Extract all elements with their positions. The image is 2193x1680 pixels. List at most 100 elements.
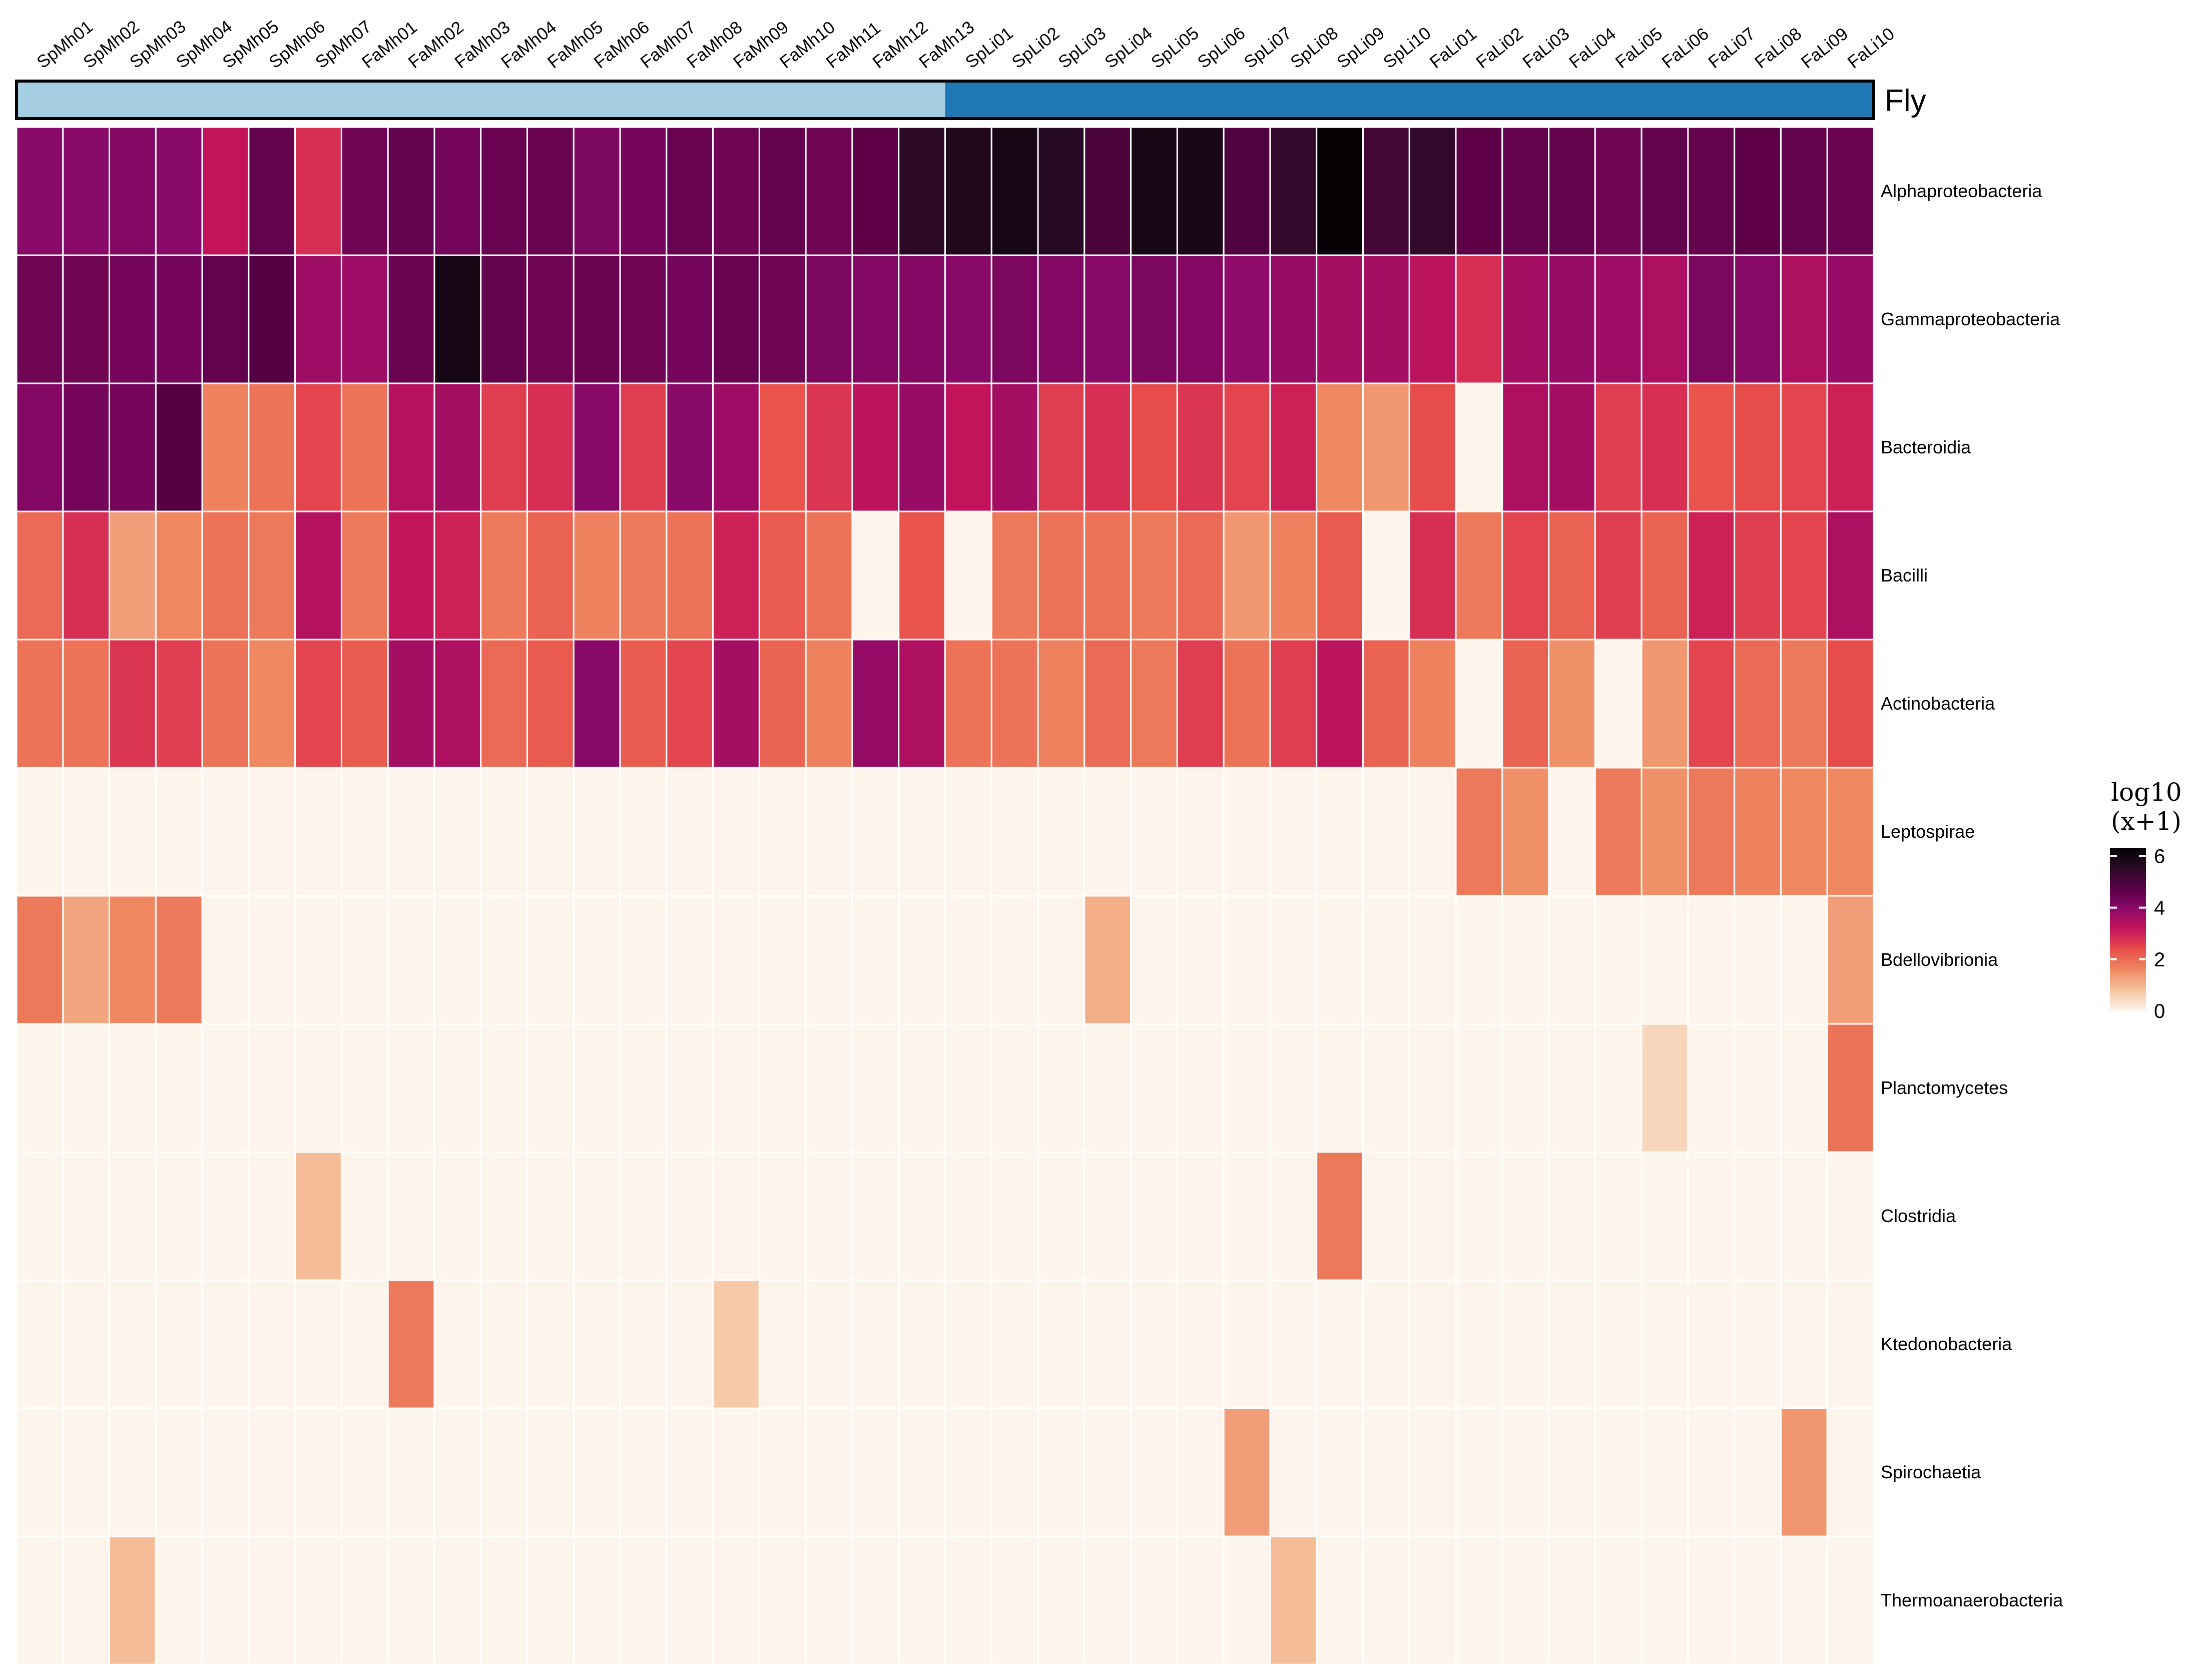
heatmap-cell <box>155 126 203 256</box>
heatmap-cell <box>666 895 714 1025</box>
heatmap-cell <box>62 767 111 897</box>
heatmap-cell <box>294 254 342 384</box>
heatmap-cell <box>1316 254 1364 384</box>
legend-ticks: 0 2 4 6 <box>2110 845 2165 1022</box>
row-label: Bacilli <box>1881 565 1928 586</box>
heatmap-cell <box>109 1279 157 1409</box>
heatmap-cell <box>1083 382 1132 512</box>
heatmap-cell <box>1734 767 1782 897</box>
column-label: SpLi05 <box>1148 23 1203 72</box>
heatmap-cell <box>294 767 342 897</box>
heatmap-cell <box>944 126 992 256</box>
heatmap-cell <box>433 1151 482 1281</box>
heatmap-cell <box>201 1151 250 1281</box>
heatmap-cell <box>1455 1023 1503 1153</box>
heatmap-cell <box>1408 1151 1457 1281</box>
heatmap-cell <box>1037 895 1085 1025</box>
heatmap-cell <box>480 382 528 512</box>
heatmap-cell <box>248 1535 296 1665</box>
heatmap-cell <box>944 1535 992 1665</box>
heatmap-cell <box>1408 767 1457 897</box>
heatmap-cell <box>1687 639 1736 769</box>
heatmap-cell <box>1037 639 1085 769</box>
heatmap-cell <box>433 510 482 641</box>
column-label: FaLi09 <box>1798 24 1852 73</box>
column-label: SpLi07 <box>1240 23 1295 72</box>
heatmap-cell <box>109 639 157 769</box>
heatmap-cell <box>1548 1279 1596 1409</box>
annotation-border <box>15 80 1875 120</box>
heatmap-cell <box>1780 1151 1828 1281</box>
heatmap-cell <box>1594 254 1642 384</box>
heatmap-cell <box>666 382 714 512</box>
heatmap-cell <box>1176 382 1225 512</box>
column-label: SpLi03 <box>1054 23 1110 72</box>
heatmap-cell <box>1687 126 1736 256</box>
row-label: Thermoanaerobacteria <box>1881 1590 2063 1610</box>
heatmap-cell <box>1501 1151 1550 1281</box>
heatmap-cell <box>1455 767 1503 897</box>
heatmap-cell <box>201 639 250 769</box>
heatmap-cell <box>340 254 389 384</box>
heatmap-cell <box>1362 1535 1410 1665</box>
heatmap-cell <box>666 1023 714 1153</box>
heatmap-cell <box>990 639 1039 769</box>
heatmap-cell <box>1223 639 1271 769</box>
heatmap-cell <box>201 895 250 1025</box>
heatmap-cell <box>1640 895 1689 1025</box>
heatmap-cell <box>1130 895 1178 1025</box>
heatmap-cell <box>480 510 528 641</box>
heatmap-cell <box>851 510 900 641</box>
heatmap-cell <box>619 895 668 1025</box>
heatmap-cell <box>62 895 111 1025</box>
heatmap-cell <box>1408 895 1457 1025</box>
heatmap-cell <box>1687 1151 1736 1281</box>
heatmap-cell <box>1037 1279 1085 1409</box>
heatmap-cell <box>526 1407 575 1537</box>
heatmap-cell <box>805 895 853 1025</box>
heatmap-cell <box>1362 126 1410 256</box>
heatmap-cell <box>1269 1279 1318 1409</box>
heatmap-cell <box>248 510 296 641</box>
heatmap-cell <box>1548 639 1596 769</box>
heatmap-cell <box>155 510 203 641</box>
heatmap-cell <box>1408 382 1457 512</box>
heatmap-cell <box>1640 1279 1689 1409</box>
heatmap-cell <box>666 1407 714 1537</box>
heatmap-cell <box>109 767 157 897</box>
heatmap-cell <box>1826 126 1875 256</box>
heatmap-cell <box>1594 1407 1642 1537</box>
heatmap-cell <box>666 254 714 384</box>
heatmap-cell <box>201 1535 250 1665</box>
heatmap-cell <box>898 254 946 384</box>
heatmap-cell <box>1130 254 1178 384</box>
heatmap-cell <box>155 1407 203 1537</box>
heatmap-cell <box>1501 1023 1550 1153</box>
heatmap-cell <box>201 126 250 256</box>
heatmap-cell <box>1640 767 1689 897</box>
row-label: Alphaproteobacteria <box>1881 181 2042 201</box>
heatmap-cell <box>1083 1407 1132 1537</box>
heatmap-cell <box>1594 767 1642 897</box>
heatmap-cell <box>1548 767 1596 897</box>
heatmap-cell <box>1083 767 1132 897</box>
column-label: FaLi04 <box>1565 24 1619 73</box>
heatmap-cell <box>990 126 1039 256</box>
heatmap-cell <box>155 895 203 1025</box>
heatmap-cell <box>1037 254 1085 384</box>
heatmap-cell <box>851 895 900 1025</box>
heatmap-cell <box>387 1279 435 1409</box>
heatmap-cell <box>1548 1151 1596 1281</box>
heatmap-cell <box>526 639 575 769</box>
heatmap-cell <box>16 1279 64 1409</box>
heatmap-cell <box>155 254 203 384</box>
heatmap-cell <box>526 1151 575 1281</box>
heatmap-cell <box>387 639 435 769</box>
heatmap-cell <box>851 1151 900 1281</box>
heatmap-cell <box>1455 895 1503 1025</box>
heatmap-cell <box>1130 1279 1178 1409</box>
heatmap-cell <box>16 895 64 1025</box>
heatmap-cell <box>248 767 296 897</box>
heatmap-cell <box>758 895 807 1025</box>
heatmap-cell <box>851 1023 900 1153</box>
